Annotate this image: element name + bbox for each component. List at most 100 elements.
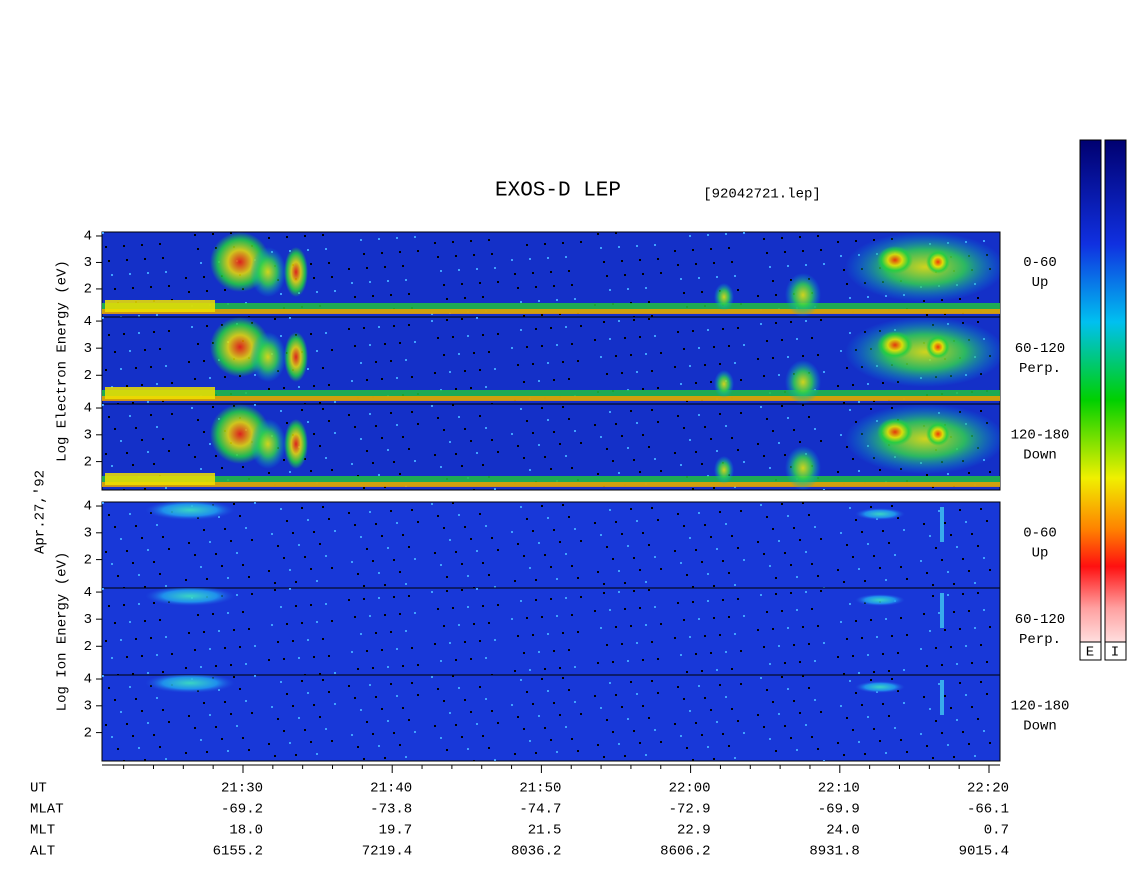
speckle: [636, 520, 638, 522]
speckle: [168, 285, 170, 287]
speckle: [903, 702, 905, 704]
speckle: [375, 696, 377, 698]
speckle: [701, 734, 703, 736]
speckle: [168, 330, 170, 332]
speckle: [461, 318, 463, 320]
speckle: [725, 696, 727, 698]
speckle: [233, 503, 235, 505]
speckle: [603, 756, 605, 758]
speckle: [491, 710, 493, 712]
speckle: [280, 606, 282, 608]
speckle: [144, 258, 146, 260]
speckle: [597, 571, 599, 573]
speckle: [639, 742, 641, 744]
row-label: ALT: [30, 844, 55, 860]
speckle: [206, 325, 208, 327]
speckle: [111, 736, 113, 738]
speckle: [363, 327, 365, 329]
speckle: [532, 272, 534, 274]
speckle: [446, 319, 448, 321]
speckle: [766, 689, 768, 691]
speckle: [162, 438, 164, 440]
speckle: [366, 721, 368, 723]
speckle: [722, 599, 724, 601]
speckle: [194, 649, 196, 651]
row-value: 19.7: [379, 823, 413, 839]
speckle: [775, 577, 777, 579]
speckle: [402, 436, 404, 438]
speckle: [144, 586, 146, 588]
speckle: [974, 755, 976, 757]
speckle: [660, 272, 662, 274]
speckle: [102, 502, 104, 504]
speckle: [331, 276, 333, 278]
speckle: [485, 657, 487, 659]
speckle: [455, 724, 457, 726]
speckle: [209, 714, 211, 716]
speckle: [541, 505, 543, 507]
speckle: [215, 726, 217, 728]
speckle: [740, 379, 742, 381]
speckle: [393, 596, 395, 598]
speckle: [248, 749, 250, 751]
speckle: [594, 339, 596, 341]
speckle: [894, 727, 896, 729]
speckle: [523, 555, 525, 557]
blob: [855, 681, 905, 693]
speckle: [446, 590, 448, 592]
speckle: [378, 745, 380, 747]
speckle: [467, 748, 469, 750]
speckle: [191, 326, 193, 328]
speckle: [274, 318, 276, 320]
y-tick-label: 4: [84, 499, 92, 515]
speckle: [144, 349, 146, 351]
row-value: 8931.8: [809, 844, 859, 860]
speckle: [514, 580, 516, 582]
speckle: [280, 410, 282, 412]
speckle: [470, 440, 472, 442]
speckle: [692, 488, 694, 490]
speckle: [882, 530, 884, 532]
blob: [926, 335, 950, 359]
speckle: [194, 727, 196, 729]
speckle: [633, 319, 635, 321]
speckle: [375, 425, 377, 427]
speckle: [707, 329, 709, 331]
speckle: [372, 667, 374, 669]
speckle: [396, 695, 398, 697]
speckle: [185, 579, 187, 581]
speckle: [132, 464, 134, 466]
speckle: [926, 572, 928, 574]
speckle: [642, 659, 644, 661]
speckle: [689, 537, 691, 539]
speckle: [526, 420, 528, 422]
speckle: [986, 693, 988, 695]
speckle: [977, 592, 979, 594]
speckle: [787, 417, 789, 419]
speckle: [251, 539, 253, 541]
speckle: [725, 651, 727, 653]
speckle: [609, 289, 611, 291]
speckle: [541, 345, 543, 347]
speckle: [956, 546, 958, 548]
speckle: [980, 508, 982, 510]
speckle: [162, 671, 164, 673]
speckle: [674, 550, 676, 552]
speckle: [147, 451, 149, 453]
speckle: [396, 377, 398, 379]
speckle: [289, 588, 291, 590]
speckle: [236, 594, 238, 596]
speckle: [621, 533, 623, 535]
speckle: [197, 343, 199, 345]
spectrogram-panel: [101, 501, 1001, 589]
speckle: [977, 718, 979, 720]
speckle: [624, 582, 626, 584]
speckle: [615, 423, 617, 425]
speckle: [633, 730, 635, 732]
speckle: [968, 570, 970, 572]
speckle: [817, 625, 819, 627]
speckle: [568, 649, 570, 651]
speckle: [719, 634, 721, 636]
speckle: [268, 388, 270, 390]
speckle: [227, 612, 229, 614]
